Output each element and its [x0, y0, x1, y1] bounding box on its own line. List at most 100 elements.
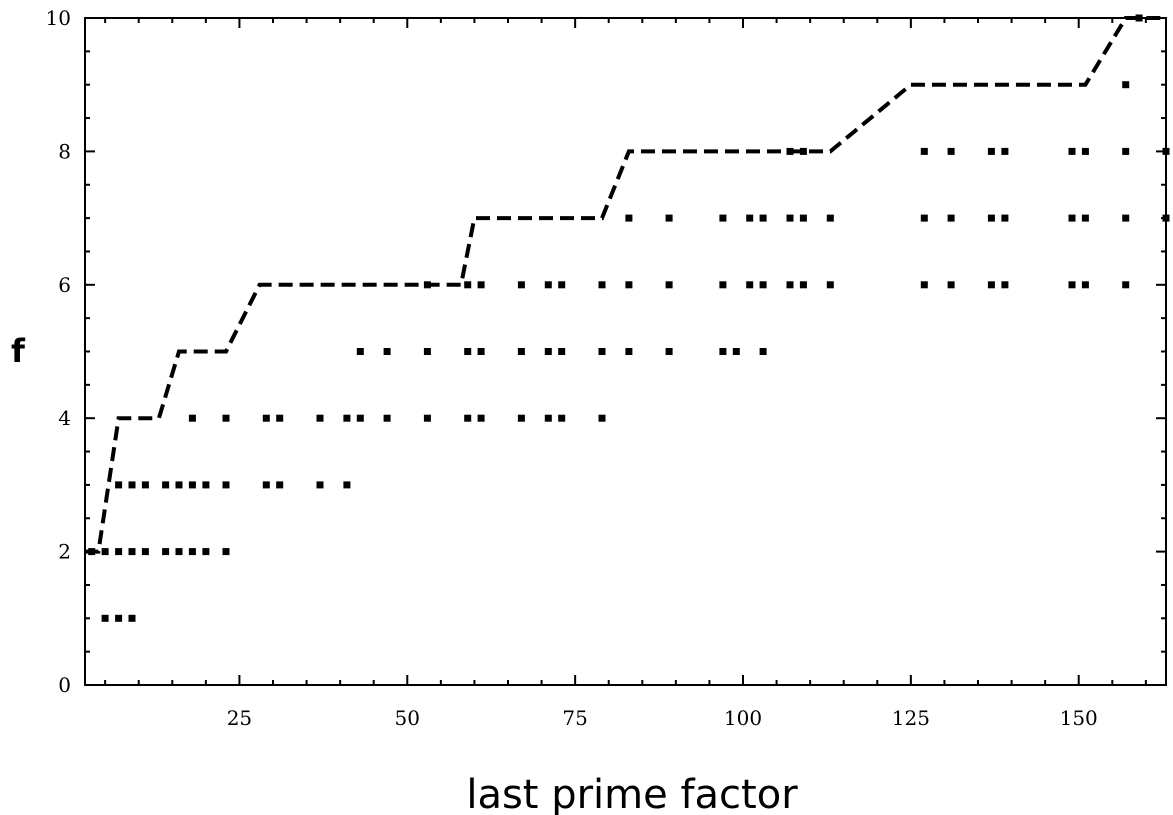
scatter-point — [202, 481, 210, 489]
scatter-point — [316, 414, 324, 422]
scatter-point — [1001, 214, 1009, 222]
scatter-point — [141, 481, 149, 489]
scatter-point — [276, 414, 284, 422]
y-tick-label: 0 — [58, 673, 71, 697]
scatter-point — [115, 614, 123, 622]
x-tick-label: 125 — [892, 706, 930, 730]
scatter-point — [1122, 281, 1130, 289]
scatter-point — [1081, 147, 1089, 155]
scatter-point — [826, 214, 834, 222]
scatter-point — [188, 481, 196, 489]
scatter-point — [162, 481, 170, 489]
y-tick-label: 4 — [58, 406, 71, 430]
scatter-point — [115, 548, 123, 556]
scatter-point — [262, 481, 270, 489]
tick-labels: 0 2 4 6 8 10 25 50 75 100 125 150 — [46, 6, 1098, 730]
scatter-point — [1162, 214, 1170, 222]
scatter-point — [383, 348, 391, 355]
scatter-point — [477, 348, 485, 355]
scatter-point — [920, 281, 928, 289]
scatter-point — [343, 414, 351, 422]
scatter-point — [464, 348, 472, 355]
scatter-point — [759, 281, 767, 289]
y-tick-label: 6 — [58, 273, 71, 297]
scatter-point — [262, 414, 270, 422]
scatter-point — [1081, 214, 1089, 222]
scatter-point — [558, 348, 566, 355]
scatter-point — [826, 281, 834, 289]
x-tick-label: 25 — [227, 706, 252, 730]
scatter-point — [115, 481, 123, 489]
scatter-point — [558, 414, 566, 422]
scatter-point — [732, 348, 740, 355]
scatter-point — [343, 481, 351, 489]
scatter-point — [920, 214, 928, 222]
scatter-point — [128, 548, 136, 556]
scatter-point — [1081, 281, 1089, 289]
y-tick-label: 10 — [46, 6, 71, 30]
tick-marks — [85, 17, 1166, 686]
y-tick-label: 2 — [58, 540, 71, 564]
scatter-point — [1122, 81, 1130, 89]
scatter-point — [175, 548, 183, 556]
scatter-point — [477, 414, 485, 422]
scatter-point — [786, 147, 794, 155]
scatter-point — [987, 147, 995, 155]
scatter-point — [746, 214, 754, 222]
scatter-point — [665, 281, 673, 289]
scatter-point — [1068, 281, 1076, 289]
scatter-point — [464, 281, 472, 289]
scatter-point — [719, 348, 727, 355]
scatter-point — [141, 548, 149, 556]
x-tick-label: 150 — [1060, 706, 1098, 730]
scatter-point — [477, 281, 485, 289]
scatter-point — [162, 548, 170, 556]
scatter-point — [598, 414, 606, 422]
scatter-point — [423, 414, 431, 422]
scatter-point — [987, 214, 995, 222]
scatter-point — [356, 414, 364, 422]
scatter-point — [276, 481, 284, 489]
scatter-point — [665, 214, 673, 222]
scatter-point — [947, 214, 955, 222]
scatter-point — [746, 281, 754, 289]
scatter-point — [598, 281, 606, 289]
scatter-point — [544, 348, 552, 355]
scatter-point — [222, 481, 230, 489]
scatter-point — [1122, 214, 1130, 222]
scatter-point — [759, 348, 767, 355]
y-tick-label: 8 — [58, 139, 71, 163]
scatter-point — [947, 281, 955, 289]
scatter-points — [88, 14, 1170, 622]
scatter-point — [1162, 147, 1170, 155]
scatter-point — [222, 548, 230, 556]
scatter-point — [625, 281, 633, 289]
scatter-point — [188, 414, 196, 422]
scatter-point — [202, 548, 210, 556]
scatter-point — [665, 348, 673, 355]
x-tick-label: 50 — [395, 706, 420, 730]
scatter-point — [423, 348, 431, 355]
scatter-point — [517, 348, 525, 355]
scatter-point — [786, 214, 794, 222]
dashed-line-series — [85, 16, 1166, 554]
scatter-point — [558, 281, 566, 289]
scatter-point — [128, 614, 136, 622]
scatter-point — [101, 548, 109, 556]
scatter-point — [799, 214, 807, 222]
dashed-step-line — [85, 16, 1166, 554]
scatter-point — [175, 481, 183, 489]
scatter-point — [920, 147, 928, 155]
scatter-point — [383, 414, 391, 422]
scatter-point — [625, 214, 633, 222]
scatter-point — [1122, 147, 1130, 155]
scatter-point — [799, 281, 807, 289]
scatter-point — [799, 147, 807, 155]
scatter-point — [1068, 214, 1076, 222]
scatter-point — [625, 348, 633, 355]
scatter-point — [188, 548, 196, 556]
scatter-point — [947, 147, 955, 155]
scatter-point — [517, 414, 525, 422]
scatter-point — [128, 481, 136, 489]
